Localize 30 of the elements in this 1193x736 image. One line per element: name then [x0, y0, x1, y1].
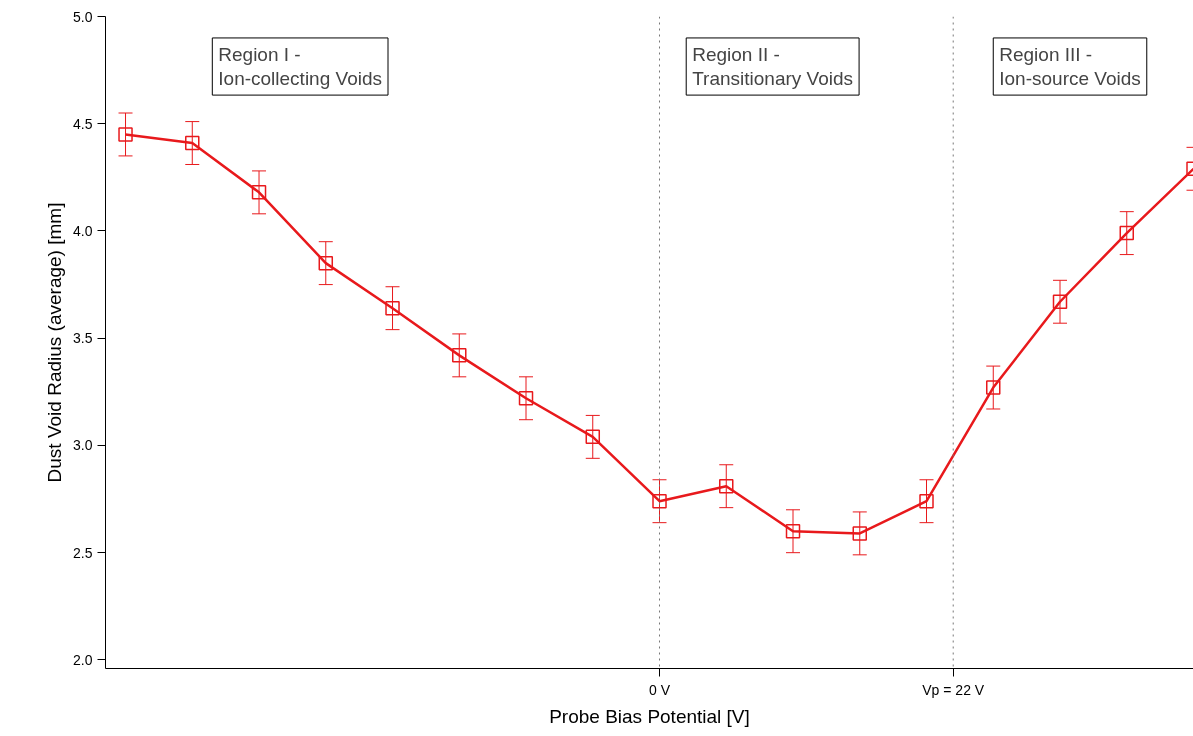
point	[385, 300, 400, 316]
annotation: Region II - Transitionary Voids	[692, 43, 854, 90]
point	[452, 348, 467, 363]
point	[185, 135, 200, 151]
point	[919, 493, 934, 509]
point	[652, 493, 667, 509]
point	[1052, 294, 1068, 309]
y-axis-title: Dust Void Radius (average) [mm]	[44, 202, 66, 483]
y-tick-label: 4.5	[73, 115, 93, 132]
point	[1119, 225, 1134, 241]
y-tick-label: 2.5	[73, 544, 93, 561]
point	[251, 185, 267, 200]
point	[518, 391, 534, 406]
point	[719, 478, 734, 494]
point	[852, 526, 868, 541]
x-axis-title: Probe Bias Potential [V]	[549, 705, 750, 727]
point	[318, 255, 334, 271]
annotation: Region I - Ion-collecting Voids	[218, 43, 383, 90]
x-tick-label: Vp = 22 V	[922, 681, 985, 698]
point	[118, 127, 133, 142]
annotation: Region III - Ion-source Voids	[999, 43, 1141, 90]
point	[986, 380, 1001, 395]
y-tick-label: 4.0	[73, 222, 93, 239]
y-tick-label: 2.0	[73, 651, 93, 668]
point	[585, 429, 601, 445]
y-tick-label: 3.0	[73, 437, 93, 454]
point	[785, 523, 801, 539]
y-tick-label: 5.0	[73, 8, 93, 25]
y-tick-label: 3.5	[73, 330, 93, 347]
x-tick-label: 0 V	[649, 681, 671, 698]
